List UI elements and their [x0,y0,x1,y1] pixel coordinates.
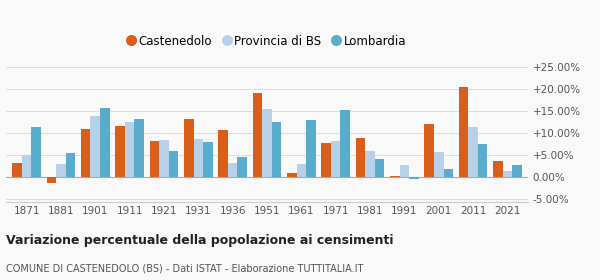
Bar [365,151,375,177]
Bar [458,87,468,177]
Bar [272,122,281,177]
Bar [424,124,434,177]
Bar [115,126,125,177]
Bar [125,122,134,177]
Bar [22,155,31,177]
Bar [321,143,331,177]
Bar [218,130,228,177]
Bar [47,177,56,183]
Bar [375,159,385,177]
Bar [56,164,66,177]
Bar [66,153,76,177]
Bar [253,93,262,177]
Bar [12,163,22,177]
Bar [100,108,110,177]
Bar [409,177,419,179]
Bar [390,176,400,177]
Bar [194,139,203,177]
Bar [134,119,144,177]
Bar [331,141,340,177]
Bar [296,164,306,177]
Bar [503,171,512,177]
Bar [184,119,194,177]
Bar [31,127,41,177]
Bar [169,151,178,177]
Bar [400,165,409,177]
Bar [493,161,503,177]
Bar [443,169,453,177]
Bar [356,138,365,177]
Bar [238,157,247,177]
Bar [91,116,100,177]
Legend: Castenedolo, Provincia di BS, Lombardia: Castenedolo, Provincia di BS, Lombardia [123,30,411,52]
Bar [512,165,522,177]
Bar [340,110,350,177]
Bar [262,109,272,177]
Bar [228,163,238,177]
Bar [287,173,296,177]
Bar [159,140,169,177]
Text: Variazione percentuale della popolazione ai censimenti: Variazione percentuale della popolazione… [6,234,394,247]
Bar [468,127,478,177]
Bar [434,152,443,177]
Bar [478,144,487,177]
Text: COMUNE DI CASTENEDOLO (BS) - Dati ISTAT - Elaborazione TUTTITALIA.IT: COMUNE DI CASTENEDOLO (BS) - Dati ISTAT … [6,263,364,274]
Bar [81,129,91,177]
Bar [203,143,213,177]
Bar [306,120,316,177]
Bar [149,141,159,177]
